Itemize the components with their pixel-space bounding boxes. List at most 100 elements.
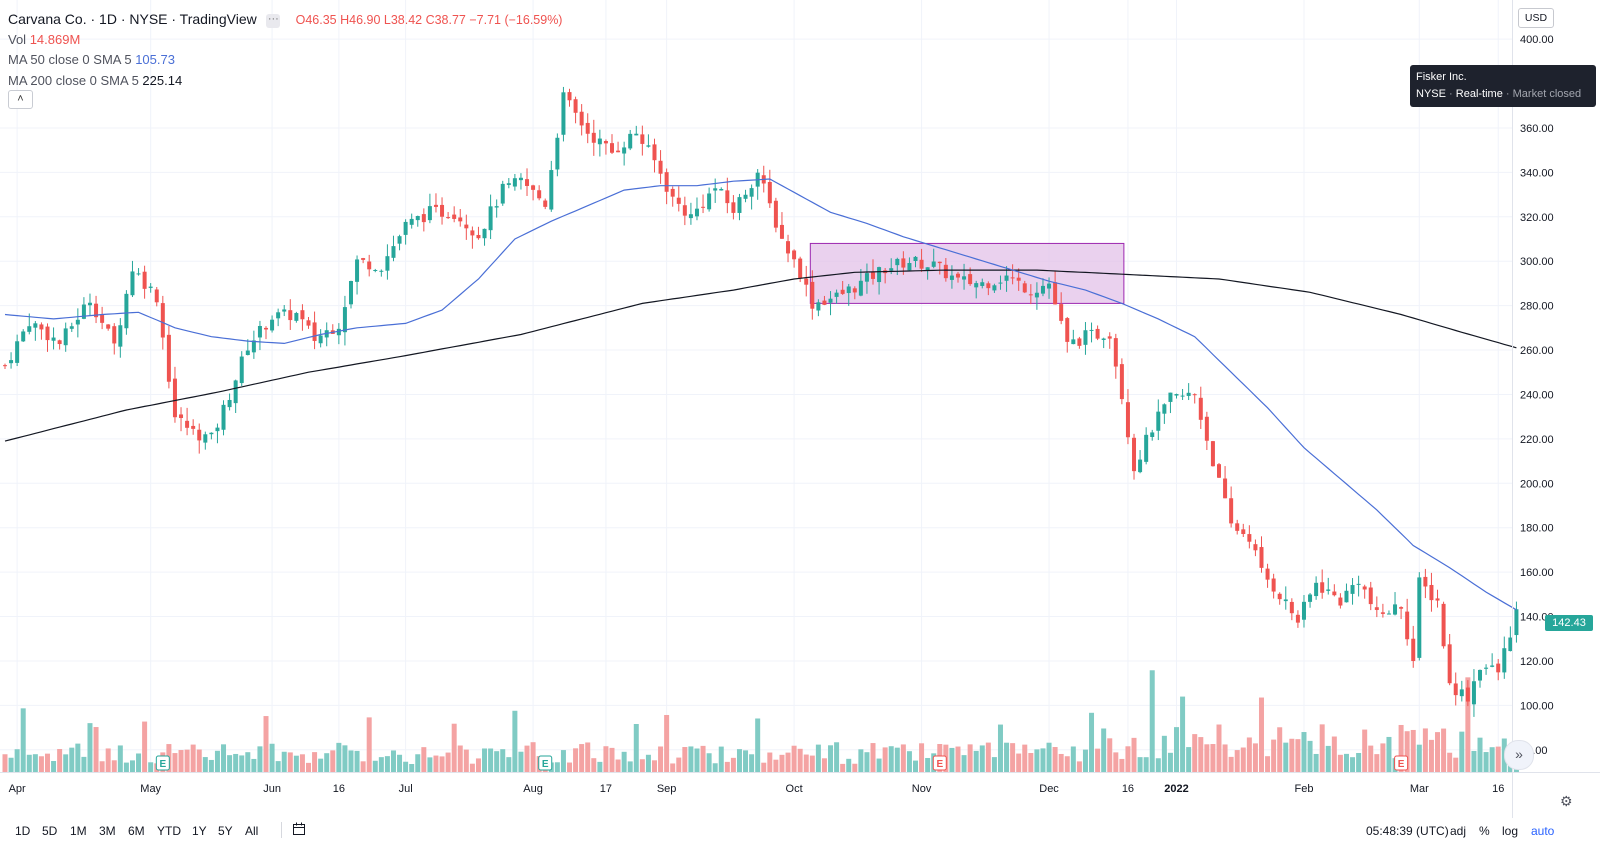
candle-body — [452, 214, 457, 219]
candle-body — [124, 293, 129, 329]
x-tick-label: Feb — [1294, 783, 1313, 795]
volume-bar — [312, 752, 318, 772]
candle-body — [1332, 591, 1337, 596]
volume-bar — [579, 744, 585, 772]
time-axis[interactable]: Apr May Jun 16 Jul Aug 17 Sep Oct Nov Dec 16 2022 Feb… — [9, 783, 1505, 795]
ma50-line — [4, 178, 1517, 611]
volume-bar — [803, 754, 809, 772]
x-tick-label: 2022 — [1164, 783, 1188, 795]
timeframe-button[interactable]: 1Y — [192, 824, 207, 838]
candle-body — [512, 178, 517, 187]
volume-bar — [1222, 744, 1228, 772]
earnings-e-icon: E — [538, 755, 553, 771]
legend-ma200-row[interactable]: MA 200 close 0 SMA 5 225.14 — [8, 71, 562, 92]
chevron-up-icon[interactable]: ˄ — [8, 90, 33, 109]
volume-bar — [111, 760, 117, 772]
volume-bar — [1410, 729, 1416, 772]
x-tick-label: 16 — [1122, 783, 1134, 795]
candle-body — [925, 267, 930, 271]
timeframe-button[interactable]: 1D — [15, 824, 31, 838]
volume-bar — [530, 742, 536, 772]
legend-ma50-row[interactable]: MA 50 close 0 SMA 5 105.73 — [8, 50, 562, 71]
volume-bar — [342, 745, 348, 772]
candle-body — [1459, 689, 1464, 697]
volume-bar — [834, 742, 840, 772]
timeframe-button[interactable]: All — [245, 824, 259, 838]
symbol-title[interactable]: Carvana Co. · 1D · NYSE · TradingView — [8, 11, 257, 27]
timeframe-button[interactable]: 5D — [42, 824, 58, 838]
candle-body — [1393, 604, 1398, 615]
timeframe-button[interactable]: YTD — [157, 824, 181, 838]
percent-toggle[interactable]: % — [1479, 824, 1490, 838]
candle-body — [688, 214, 693, 219]
earnings-e-icon: E — [932, 755, 947, 771]
earnings-letter: E — [1398, 759, 1405, 770]
candle-body — [1144, 434, 1149, 462]
clock-readout[interactable]: 05:48:39 (UTC) — [1366, 824, 1449, 838]
timeframe-button[interactable]: 1M — [70, 824, 87, 838]
x-tick-label: Aug — [523, 783, 543, 795]
volume-bar — [621, 751, 627, 772]
volume-bar — [190, 744, 196, 772]
timeframe-button[interactable]: 3M — [99, 824, 116, 838]
volume-bar — [251, 758, 257, 772]
candle-body — [1059, 304, 1064, 321]
candle-body — [1241, 529, 1246, 535]
volume-bar — [488, 748, 494, 772]
volume-bar — [1313, 753, 1319, 772]
log-toggle[interactable]: log — [1502, 824, 1519, 838]
volume-bar — [706, 753, 712, 772]
currency-selector[interactable]: USD — [1518, 8, 1554, 28]
volume-bar — [415, 754, 421, 772]
candle-body — [1320, 582, 1325, 593]
volume-bar — [318, 758, 324, 772]
volume-bar — [1204, 744, 1210, 772]
adj-toggle[interactable]: adj — [1450, 824, 1467, 838]
timeframe-button[interactable]: 6M — [128, 824, 145, 838]
volume-bar — [997, 724, 1003, 772]
candle-body — [27, 326, 32, 332]
volume-bar — [967, 744, 973, 772]
price-axis[interactable]: 400.00 360.00 340.00 320.00 300.00 280.00 260.… — [1512, 0, 1554, 818]
volume-bar — [1404, 731, 1410, 772]
auto-toggle[interactable]: auto — [1531, 824, 1555, 838]
volume-bar — [366, 717, 372, 772]
volume-bar — [882, 747, 888, 772]
scroll-right-icon[interactable]: » — [1504, 740, 1534, 770]
candle-body — [767, 181, 772, 204]
candle-body — [270, 319, 275, 331]
y-tick-label: 180.00 — [1520, 523, 1554, 535]
volume-bar — [773, 759, 779, 772]
candle-body — [440, 204, 445, 217]
volume-bar — [293, 755, 299, 772]
ellipsis-icon[interactable]: ··· — [266, 13, 281, 28]
volume-bar — [257, 746, 263, 772]
calendar-icon[interactable] — [292, 822, 306, 836]
volume-bar — [1319, 724, 1325, 772]
volume-bar — [469, 763, 475, 772]
candle-body — [106, 324, 111, 329]
earnings-letter: E — [542, 759, 549, 770]
price-chart[interactable]: E E E E 400.00 360.00 340.00 320.00 300.00 280.0… — [0, 0, 1600, 818]
volume-bar — [136, 753, 142, 772]
timeframe-button[interactable]: 5Y — [218, 824, 233, 838]
candle-body — [355, 259, 360, 282]
candle-body — [1314, 582, 1319, 597]
volume-bar — [603, 746, 609, 772]
candle-body — [446, 217, 451, 219]
volume-bar — [1089, 712, 1095, 772]
legend-volume-row[interactable]: Vol 14.869M — [8, 30, 562, 51]
candle-body — [21, 331, 26, 342]
candle-body — [810, 281, 815, 309]
ma200-line — [4, 269, 1517, 442]
candle-body — [1247, 534, 1252, 542]
gear-icon[interactable]: ⚙ — [1560, 793, 1573, 809]
y-tick-label: 120.00 — [1520, 656, 1554, 668]
volume-bar — [925, 757, 931, 772]
volume-bar — [500, 749, 506, 772]
volume-bar — [1246, 737, 1252, 772]
volume-bar — [676, 757, 682, 772]
volume-bar — [1422, 728, 1428, 772]
volume-bar — [846, 758, 852, 772]
candle-body — [1162, 404, 1167, 414]
